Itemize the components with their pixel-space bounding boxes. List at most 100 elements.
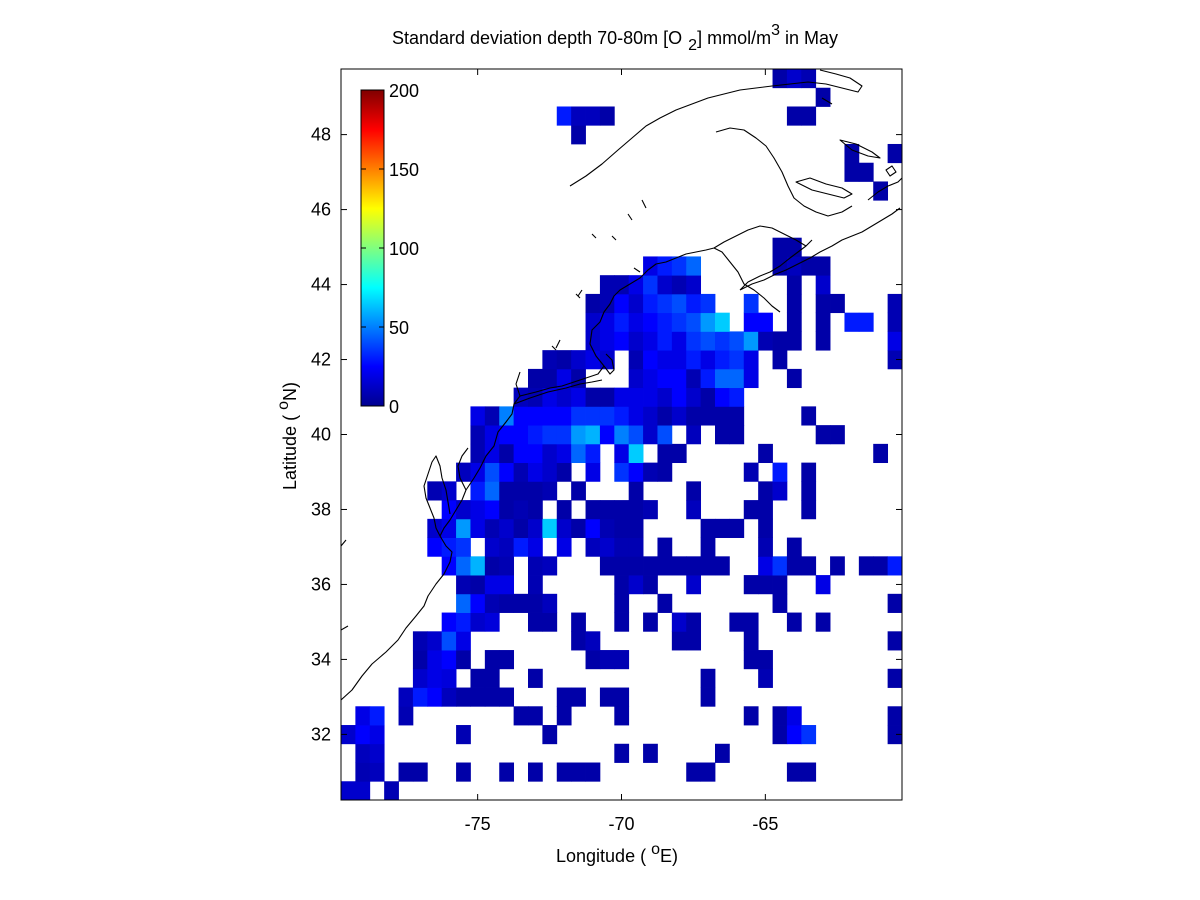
- heatmap-cell: [599, 406, 615, 426]
- heatmap-cell: [585, 350, 601, 370]
- heatmap-cell: [671, 612, 687, 632]
- heatmap-cell: [758, 668, 773, 688]
- heatmap-cell: [528, 387, 543, 407]
- chart-title: Standard deviation depth 70-80m [O 2] mmo…: [392, 22, 838, 54]
- heatmap-cell: [643, 743, 658, 763]
- heatmap-cell: [758, 500, 773, 520]
- x-tick-label: -65: [752, 814, 778, 834]
- heatmap-cell: [671, 368, 687, 389]
- heatmap-cell: [657, 331, 673, 351]
- heatmap-cell: [556, 762, 572, 782]
- heatmap-cell: [786, 612, 802, 632]
- heatmap-cell: [715, 743, 730, 763]
- heatmap-cell: [470, 406, 486, 426]
- heatmap-cell: [585, 331, 601, 351]
- heatmap-cell: [528, 425, 543, 445]
- heatmap-cell: [700, 518, 716, 538]
- heatmap-cell: [484, 462, 500, 482]
- heatmap-cell: [628, 425, 644, 445]
- heatmap-cell: [686, 500, 702, 520]
- heatmap-cell: [671, 312, 687, 332]
- heatmap-cell: [801, 556, 817, 576]
- heatmap-cell: [355, 725, 371, 745]
- heatmap-cell: [844, 143, 860, 164]
- heatmap-cell: [887, 631, 902, 651]
- coastline: [341, 69, 902, 701]
- heatmap-cell: [528, 593, 543, 613]
- heatmap-cell: [484, 593, 500, 613]
- heatmap-cell: [528, 762, 543, 782]
- heatmap-cell: [772, 556, 788, 576]
- heatmap-cell: [700, 331, 716, 351]
- heatmap-cell: [571, 106, 586, 126]
- heatmap-cell: [715, 368, 730, 389]
- colorbar-tick-label: 200: [389, 81, 419, 101]
- heatmap-cell: [599, 556, 615, 576]
- heatmap-cell: [585, 425, 601, 445]
- heatmap-cell: [873, 443, 889, 464]
- heatmap-cell: [499, 650, 515, 670]
- new-brunswick-coast: [715, 127, 853, 217]
- heatmap-cell: [743, 368, 759, 389]
- heatmap-cell: [614, 706, 630, 726]
- us-east-coastline: [341, 247, 715, 701]
- heatmap-cell: [470, 556, 486, 576]
- heatmap-cell: [657, 406, 673, 426]
- heatmap-cell: [599, 537, 615, 557]
- heatmap-cell: [715, 350, 730, 370]
- heatmap-cell: [887, 725, 902, 745]
- heatmap-cell: [715, 425, 730, 445]
- heatmap-cell: [686, 575, 702, 595]
- heatmap-cell: [556, 425, 572, 445]
- heatmap-cell: [369, 762, 385, 782]
- heatmap-cell: [729, 406, 745, 426]
- heatmap-cell: [657, 256, 673, 276]
- heatmap-cell: [643, 312, 658, 332]
- heatmap-cell: [614, 743, 630, 763]
- heatmap-cell: [441, 481, 457, 501]
- heatmap-cell: [614, 275, 630, 295]
- heatmap-cell: [700, 406, 716, 426]
- heatmap-cell: [585, 462, 601, 482]
- heatmap-cell: [571, 631, 586, 651]
- heatmap-cell: [686, 425, 702, 445]
- heatmap-cell: [470, 575, 486, 595]
- heatmap-cell: [571, 387, 586, 407]
- heatmap-cell: [556, 537, 572, 557]
- gulf-of-maine-coast: [713, 247, 781, 313]
- heatmap-cell: [758, 331, 773, 351]
- heatmap-cell: [743, 575, 759, 595]
- heatmap-cell: [571, 350, 586, 370]
- heatmap-cell: [743, 500, 759, 520]
- heatmap-cell: [427, 481, 443, 501]
- heatmap-cell: [801, 500, 817, 520]
- heatmap-cell: [599, 425, 615, 445]
- heatmap-cell: [441, 668, 457, 688]
- heatmap-cell: [686, 275, 702, 295]
- heatmap-cell: [599, 518, 615, 538]
- heatmap-cell: [657, 593, 673, 613]
- heatmap-cell: [671, 331, 687, 351]
- heatmap-cell: [815, 87, 831, 107]
- heatmap-cell: [499, 443, 515, 464]
- heatmap-cell: [542, 593, 558, 613]
- heatmap-cell: [686, 556, 702, 576]
- heatmap-cell: [628, 275, 644, 295]
- heatmap-cell: [815, 331, 831, 351]
- heatmap-cell: [556, 368, 572, 389]
- heatmap-cell: [671, 443, 687, 464]
- heatmap-cell: [743, 350, 759, 370]
- heatmap-cell: [528, 575, 543, 595]
- heatmap-cell: [844, 312, 860, 332]
- heatmap-cell: [571, 762, 586, 782]
- heatmap-cell: [369, 706, 385, 726]
- heatmap-cell: [412, 631, 428, 651]
- heatmap-cell: [858, 312, 874, 332]
- heatmap-cell: [470, 687, 486, 707]
- heatmap-cell: [801, 481, 817, 501]
- long-island-outline: [513, 379, 603, 405]
- heatmap-cell: [599, 650, 615, 670]
- heatmap-cell: [643, 331, 658, 351]
- chart-title-middle: ] mmol/m: [697, 28, 771, 48]
- heatmap-cell: [715, 518, 730, 538]
